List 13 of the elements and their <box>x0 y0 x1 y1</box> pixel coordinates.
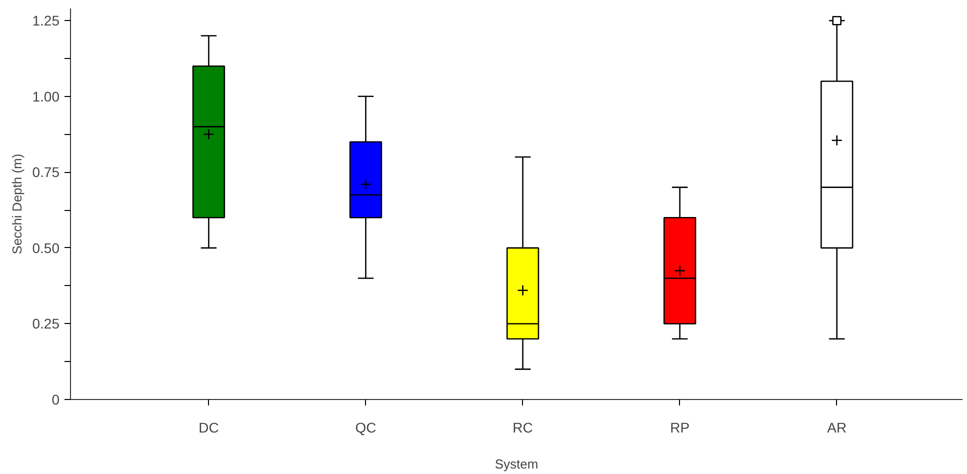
y-tick-label: 0.75 <box>32 164 60 180</box>
x-tick-label: DC <box>198 420 219 436</box>
y-tick-label: 0.50 <box>32 240 60 256</box>
x-tick-label: RP <box>670 420 690 436</box>
x-tick-label: RC <box>512 420 533 436</box>
y-tick-label: 1.25 <box>32 12 60 29</box>
x-tick-label: AR <box>827 420 847 436</box>
x-axis-title: System <box>494 456 538 472</box>
y-tick-label: 0 <box>52 392 60 408</box>
y-tick-label: 0.25 <box>32 316 60 332</box>
y-tick-label: 1.00 <box>32 88 60 104</box>
y-axis-title: Secchi Depth (m) <box>9 154 24 254</box>
x-tick-label: QC <box>355 420 376 436</box>
